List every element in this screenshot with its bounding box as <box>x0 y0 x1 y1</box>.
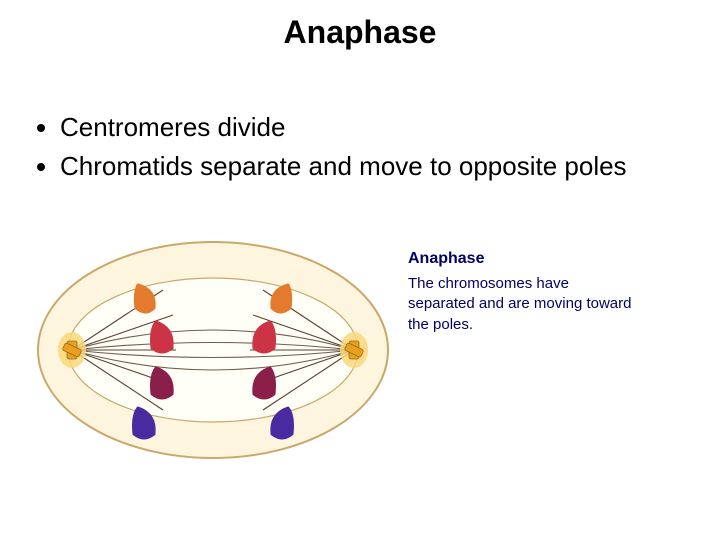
bullet-ul: Centromeres divide Chromatids separate a… <box>28 112 668 182</box>
bullet-item: Centromeres divide <box>60 112 668 143</box>
page-title: Anaphase <box>0 14 720 51</box>
cell-diagram <box>28 230 398 470</box>
caption-body: The chromosomes have separated and are m… <box>408 274 638 335</box>
diagram-area: Anaphase The chromosomes have separated … <box>28 230 668 490</box>
bullet-list: Centromeres divide Chromatids separate a… <box>28 112 668 190</box>
caption-title: Anaphase <box>408 250 638 268</box>
diagram-caption: Anaphase The chromosomes have separated … <box>408 250 638 335</box>
bullet-item: Chromatids separate and move to opposite… <box>60 151 668 182</box>
title-text: Anaphase <box>284 14 437 50</box>
